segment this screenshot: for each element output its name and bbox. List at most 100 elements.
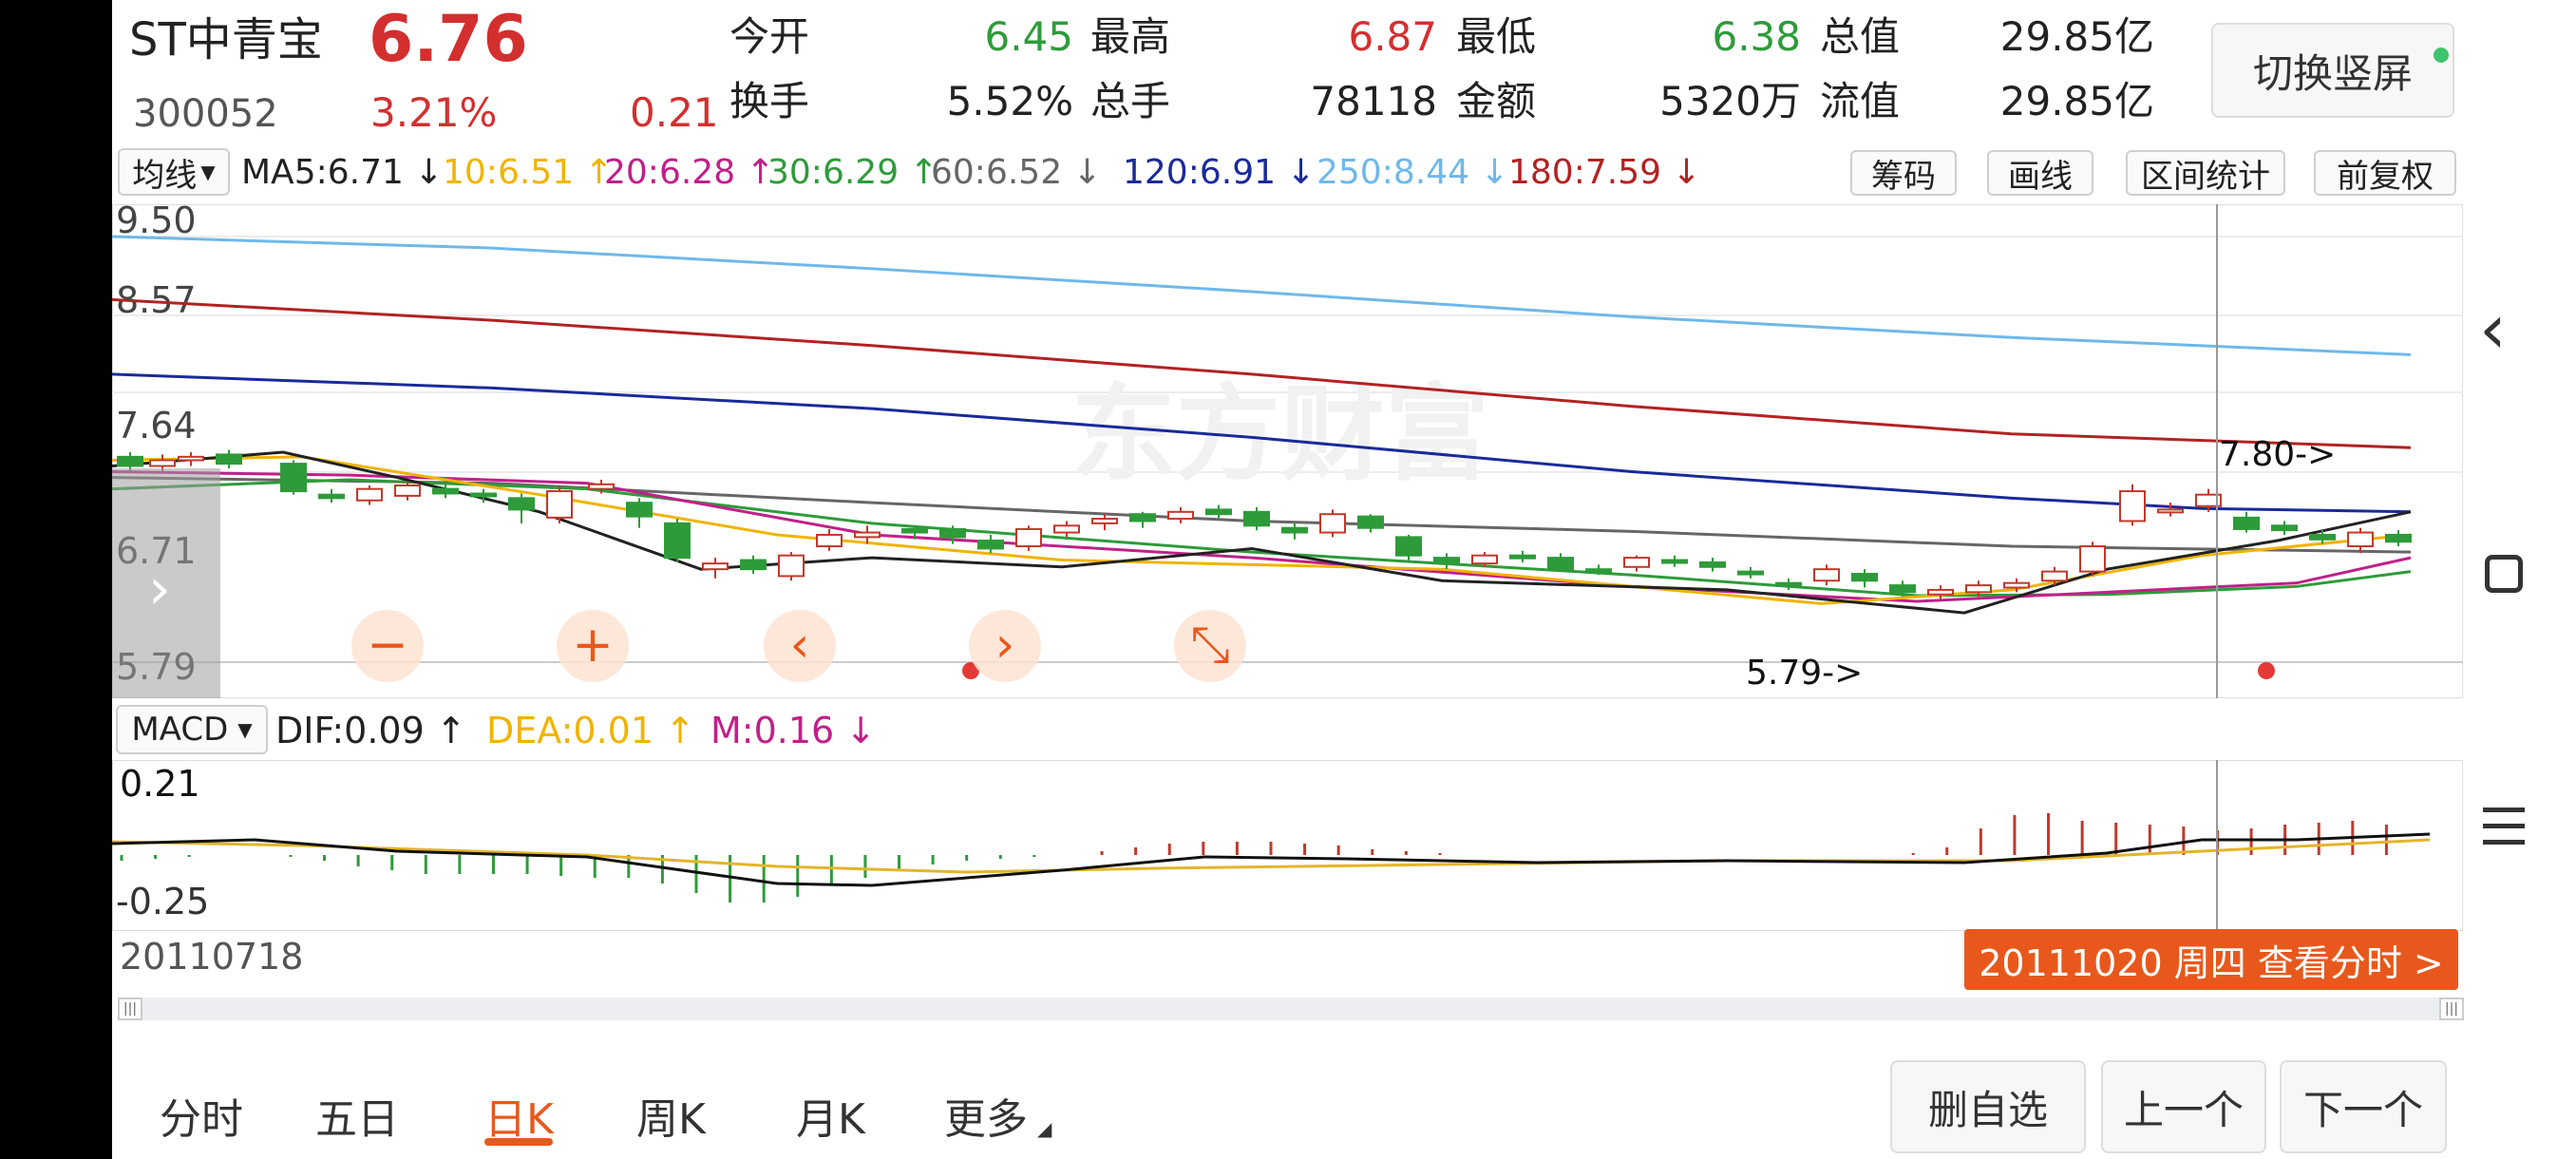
macd-frame — [112, 760, 2463, 931]
candle-body — [740, 559, 767, 571]
candle-body — [2271, 524, 2298, 532]
candle-body — [1851, 573, 1878, 582]
period-tab[interactable]: 周K — [636, 1095, 706, 1144]
zoom-out-icon-circle[interactable] — [351, 610, 424, 682]
stock-app: ST中青宝 6.76 300052 3.21% 0.21 切换竖屏 均线 ▼ 东方… — [112, 0, 2576, 1159]
candle-body — [1015, 527, 1042, 548]
stat-label: 最低 — [1456, 13, 1537, 60]
candle-body — [901, 527, 928, 534]
zoom-in-icon: + — [572, 617, 614, 674]
candle-body — [1319, 513, 1346, 534]
stock-name: ST中青宝 — [129, 13, 323, 66]
stat-label: 今开 — [729, 13, 810, 60]
bottom-action-button[interactable]: 上一个 — [2101, 1060, 2266, 1153]
macd-chart[interactable]: 0.21 -0.25 — [112, 760, 2463, 931]
zoom-in-icon-circle[interactable] — [557, 610, 629, 682]
corner-arrow-icon: ◢ — [1037, 1117, 1052, 1140]
signal-dot — [962, 662, 979, 679]
period-tab[interactable]: 日K — [484, 1095, 554, 1144]
macd-y-label-top: 0.21 — [120, 763, 200, 805]
ma250-line — [112, 235, 2412, 356]
candle-body — [1775, 581, 1802, 587]
crosshair-info-button[interactable]: 20111020 周四 查看分时 > — [1964, 929, 2458, 990]
candle-body — [2119, 490, 2146, 522]
candle-body — [318, 493, 345, 500]
period-tab[interactable]: 更多 — [944, 1095, 1028, 1144]
scroll-handle-right[interactable]: ||| — [2439, 998, 2464, 1020]
stat-value: 6.45 — [984, 13, 1073, 60]
candle-body — [1357, 515, 1384, 529]
candle-body — [1471, 554, 1498, 565]
signal-dot — [2258, 662, 2275, 679]
candle-body — [149, 459, 176, 467]
candle-body — [1661, 559, 1688, 564]
ma-value: MA5:6.71 ↓ — [241, 153, 444, 192]
chart-tool-button[interactable]: 区间统计 — [2126, 150, 2285, 196]
candle-body — [2157, 508, 2184, 514]
candle-body — [664, 522, 691, 560]
ma-value: 60:6.52 ↓ — [931, 153, 1102, 192]
candle-body — [280, 463, 307, 493]
candle-body — [1509, 554, 1536, 560]
back-icon[interactable]: ‹ — [2479, 289, 2507, 369]
candle-body — [432, 487, 459, 495]
candle-body — [1547, 557, 1574, 571]
chart-tool-button[interactable]: 画线 — [1987, 150, 2093, 196]
candlestick-chart[interactable]: 东方财富9.508.577.646.715.797.80->5.79->›−+‹… — [112, 204, 2463, 698]
left-panel-tab[interactable] — [112, 468, 220, 698]
candle-body — [1129, 513, 1156, 522]
change-percent: 3.21% — [370, 89, 498, 136]
ma-dropdown[interactable]: 均线 ▼ — [118, 148, 230, 196]
stat-value: 5.52% — [946, 78, 1073, 124]
stat-value: 29.85亿 — [1999, 78, 2154, 124]
macd-value: M:0.16 ↓ — [710, 710, 877, 751]
candle-body — [2233, 516, 2260, 530]
candle-body — [1281, 526, 1308, 534]
switch-portrait-button[interactable]: 切换竖屏 — [2211, 23, 2454, 118]
current-price: 6.76 — [369, 2, 528, 77]
stat-label: 换手 — [729, 78, 810, 124]
chart-frame — [112, 204, 2463, 698]
period-tab[interactable]: 分时 — [160, 1095, 243, 1144]
active-tab-indicator — [484, 1138, 553, 1146]
high-annotation: 7.80-> — [2219, 435, 2336, 474]
bottom-action-button[interactable]: 删自选 — [1890, 1060, 2086, 1153]
pan-right-icon: › — [995, 617, 1015, 674]
candle-body — [1053, 524, 1080, 534]
period-tab[interactable]: 月K — [796, 1095, 865, 1144]
ma180-line — [112, 297, 2412, 449]
pan-left-icon-circle[interactable] — [764, 610, 836, 682]
candle-body — [1699, 560, 1726, 568]
scroll-handle-left[interactable]: ||| — [118, 998, 142, 1020]
candle-body — [1167, 510, 1194, 521]
candle-body — [2347, 531, 2374, 548]
candle-body — [216, 453, 242, 466]
stock-code: 300052 — [133, 92, 278, 136]
candle-body — [508, 497, 535, 511]
y-axis-label: 7.64 — [116, 405, 197, 446]
candle-body — [1205, 508, 1232, 516]
candle-body — [977, 540, 1004, 550]
candle-body — [1927, 588, 1954, 596]
low-annotation: 5.79-> — [1746, 654, 1863, 693]
bottom-action-button[interactable]: 下一个 — [2280, 1060, 2447, 1153]
reset-zoom-icon-circle[interactable] — [1174, 610, 1246, 682]
period-tab[interactable]: 五日 — [315, 1095, 399, 1144]
dea-line — [112, 838, 2431, 874]
candle-body — [2195, 493, 2222, 507]
candle-body — [470, 492, 497, 498]
start-date-label: 20110718 — [120, 936, 304, 978]
candle-body — [1433, 557, 1460, 563]
menu-icon[interactable] — [2483, 808, 2525, 845]
chart-tool-button[interactable]: 筹码 — [1850, 150, 1957, 196]
candle-body — [178, 455, 204, 462]
ma-value: 180:7.59 ↓ — [1508, 153, 1701, 192]
candle-body — [626, 502, 653, 518]
candle-body — [356, 487, 383, 502]
stat-label: 金额 — [1456, 78, 1537, 124]
home-icon[interactable] — [2485, 555, 2523, 593]
chart-tool-button[interactable]: 前复权 — [2314, 150, 2456, 196]
pan-right-icon-circle[interactable] — [969, 610, 1041, 682]
range-scrollbar[interactable]: ||| ||| — [118, 998, 2464, 1020]
macd-dropdown[interactable]: MACD ▼ — [116, 705, 268, 754]
